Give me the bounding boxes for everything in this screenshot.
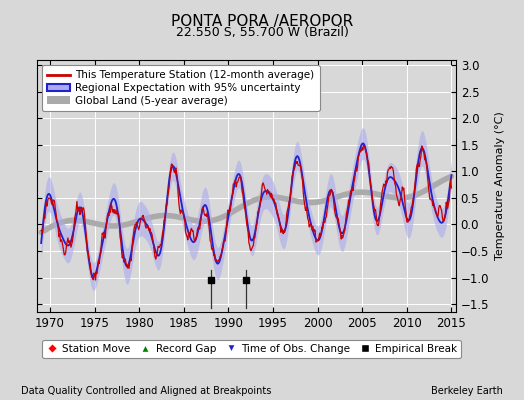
Y-axis label: Temperature Anomaly (°C): Temperature Anomaly (°C) <box>495 112 505 260</box>
Text: Berkeley Earth: Berkeley Earth <box>431 386 503 396</box>
Text: PONTA PORA /AEROPOR: PONTA PORA /AEROPOR <box>171 14 353 29</box>
Text: 22.550 S, 55.700 W (Brazil): 22.550 S, 55.700 W (Brazil) <box>176 26 348 39</box>
Legend: Station Move, Record Gap, Time of Obs. Change, Empirical Break: Station Move, Record Gap, Time of Obs. C… <box>41 340 462 358</box>
Legend: This Temperature Station (12-month average), Regional Expectation with 95% uncer: This Temperature Station (12-month avera… <box>42 65 320 111</box>
Text: Data Quality Controlled and Aligned at Breakpoints: Data Quality Controlled and Aligned at B… <box>21 386 271 396</box>
